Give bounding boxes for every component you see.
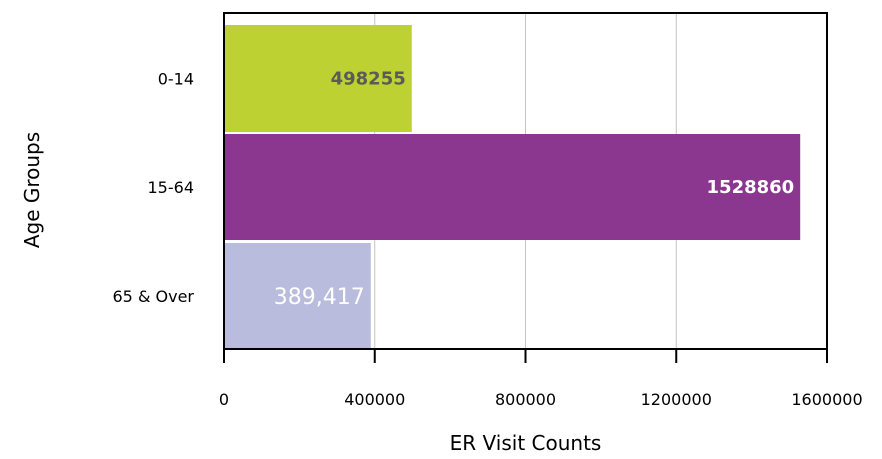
x-tick-label: 400000 <box>344 390 405 409</box>
data-label: 389,417 <box>274 285 365 310</box>
x-tick-label: 1200000 <box>641 390 712 409</box>
data-labels: 498255 1528860 389,417 <box>274 69 794 311</box>
bar-0-14 <box>225 25 412 132</box>
bar-65-over <box>225 243 371 349</box>
y-tick-label: 0-14 <box>158 70 194 89</box>
x-tick-label: 0 <box>219 390 229 409</box>
y-axis-title: Age Groups <box>20 132 44 248</box>
x-axis-title: ER Visit Counts <box>450 431 602 455</box>
y-tick-label: 65 & Over <box>113 287 195 306</box>
x-tick-label: 800000 <box>495 390 556 409</box>
data-label: 498255 <box>331 69 406 90</box>
x-tick-label: 1600000 <box>791 390 862 409</box>
x-axis-ticks: 0 400000 800000 1200000 1600000 <box>219 349 863 409</box>
y-axis-ticks: 0-14 15-64 65 & Over <box>113 70 195 307</box>
data-label: 1528860 <box>707 177 795 198</box>
bar-15-64 <box>225 134 801 240</box>
y-tick-label: 15-64 <box>148 178 195 197</box>
bars <box>225 25 801 349</box>
